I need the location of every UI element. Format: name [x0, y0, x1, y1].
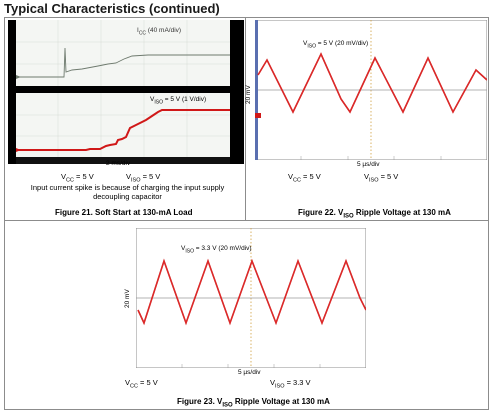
figure23-timebase: 5 µs/div	[238, 369, 261, 376]
figure22-caption: Figure 22. VISO Ripple Voltage at 130 mA	[298, 208, 451, 220]
figure21-note: Input current spike is because of chargi…	[30, 183, 225, 201]
scope-right-bar	[230, 20, 244, 164]
figure21-timebase: 2 ms/div	[106, 160, 131, 167]
upper-panel	[16, 20, 230, 86]
scope-left-bar	[8, 20, 16, 164]
panel-separator	[16, 86, 230, 93]
figure22-ylabel: 20 mV	[245, 85, 252, 104]
figure23-scope	[136, 228, 366, 368]
figure23-vcc-condition: VCC = 5 V	[125, 378, 158, 390]
viso-scale-label: VISO = 5 V (1 V/div)	[150, 96, 207, 106]
figure22-timebase: 5 µs/div	[357, 161, 380, 168]
figure22-scope	[255, 20, 487, 160]
figure23-ylabel: 20 mV	[124, 289, 131, 308]
page-title: Typical Characteristics (continued)	[4, 1, 220, 16]
figure23-caption: Figure 23. VISO Ripple Voltage at 130 mA	[177, 397, 330, 409]
viso-ground-marker	[16, 148, 21, 152]
figure22-viso-condition: VISO = 5 V	[364, 172, 399, 184]
figure21-grid	[16, 20, 230, 157]
icc-trace	[16, 47, 230, 78]
icc-ground-marker	[16, 75, 21, 79]
figure23-scale-label: VISO = 3.3 V (20 mV/div)	[181, 245, 252, 255]
figure21-vcc-condition: VCC = 5 V	[61, 172, 94, 184]
figure21-caption: Figure 21. Soft Start at 130-mA Load	[55, 208, 193, 217]
ground-marker	[255, 113, 261, 118]
lower-panel	[16, 93, 230, 164]
figure23-frame	[4, 220, 489, 410]
figure22-scale-label: VISO = 5 V (20 mV/div)	[303, 40, 369, 50]
figure23-viso-condition: VISO = 3.3 V	[270, 378, 311, 390]
figure21-viso-condition: VISO = 5 V	[126, 172, 161, 184]
figure21-scope	[8, 20, 244, 164]
icc-scale-label: ICC (40 mA/div)	[137, 27, 182, 37]
bottom-strip	[16, 157, 230, 164]
left-edge	[255, 20, 258, 160]
figure22-vcc-condition: VCC = 5 V	[288, 172, 321, 184]
viso-trace	[16, 109, 230, 151]
